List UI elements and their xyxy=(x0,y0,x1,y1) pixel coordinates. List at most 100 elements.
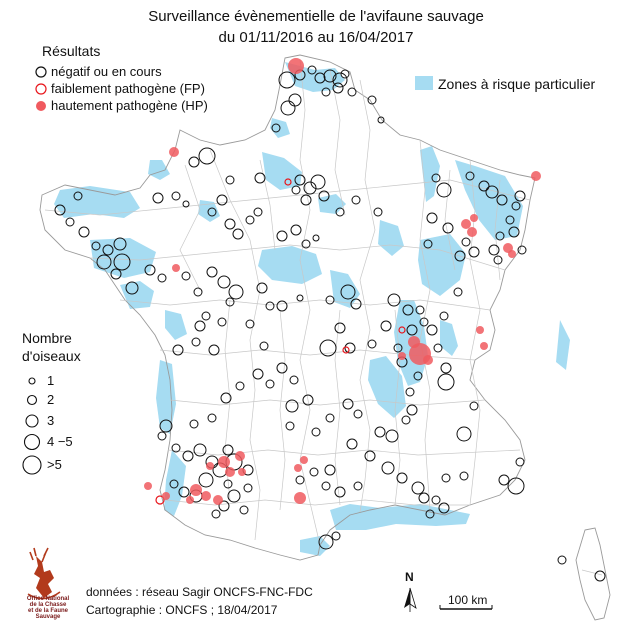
negative-marker xyxy=(295,475,305,485)
negative-marker xyxy=(426,324,438,336)
negative-marker xyxy=(353,481,363,491)
negative-marker xyxy=(335,207,345,217)
negative-marker xyxy=(374,426,386,438)
hp-marker xyxy=(186,496,194,504)
negative-marker xyxy=(436,182,452,198)
logo-caption: Office National de la Chasse et de la Fa… xyxy=(18,596,78,620)
negative-marker xyxy=(235,381,245,391)
negative-marker xyxy=(508,226,520,238)
negative-marker xyxy=(207,413,217,423)
negative-marker xyxy=(418,492,430,504)
negative-marker xyxy=(331,531,341,541)
negative-marker xyxy=(594,570,606,582)
hp-marker xyxy=(225,467,235,477)
north-label: N xyxy=(405,570,414,584)
hp-marker xyxy=(423,355,433,365)
negative-marker xyxy=(367,339,377,349)
hp-marker xyxy=(238,468,246,476)
size-legend-heading-line1: Nombre xyxy=(22,330,72,346)
results-legend-heading: Résultats xyxy=(42,43,101,59)
negative-marker xyxy=(495,231,505,241)
negative-marker xyxy=(321,87,331,97)
negative-marker xyxy=(496,194,508,206)
data-source-text: données : réseau Sagir ONCFS-FNC-FDC xyxy=(86,585,313,599)
negative-marker xyxy=(310,174,326,190)
negative-marker xyxy=(228,284,244,300)
size-gt5-symbol xyxy=(22,455,42,475)
negative-marker xyxy=(206,266,218,278)
negative-marker xyxy=(303,181,317,195)
negative-marker xyxy=(307,65,317,75)
negative-marker xyxy=(224,218,236,230)
negative-marker xyxy=(488,244,500,256)
negative-marker xyxy=(198,472,214,488)
negative-marker xyxy=(171,191,181,201)
negative-marker xyxy=(318,190,330,202)
cartography-text: Cartographie : ONCFS ; 18/04/2017 xyxy=(86,603,278,617)
negative-marker xyxy=(423,239,433,249)
negative-marker xyxy=(288,93,302,107)
negative-marker xyxy=(191,337,201,347)
negative-marker xyxy=(157,431,167,441)
size-2-symbol xyxy=(26,394,38,406)
negative-marker xyxy=(207,207,217,217)
size-1-label: 1 xyxy=(47,373,55,388)
negative-marker xyxy=(290,224,302,236)
negative-marker xyxy=(222,444,234,456)
size-legend xyxy=(22,377,42,475)
negative-marker xyxy=(220,392,232,404)
negative-marker xyxy=(340,69,350,79)
negative-marker xyxy=(253,207,263,217)
negative-marker xyxy=(276,362,288,374)
legend-negative-symbol xyxy=(35,66,47,78)
negative-marker xyxy=(309,467,319,477)
negative-marker xyxy=(152,192,164,204)
negative-marker xyxy=(289,375,299,385)
map-title: Surveillance évènementielle de l'avifaun… xyxy=(148,8,484,25)
negative-marker xyxy=(278,71,296,89)
negative-marker xyxy=(342,398,354,410)
negative-marker xyxy=(324,464,336,476)
negative-marker xyxy=(102,244,114,256)
negative-marker xyxy=(319,339,337,357)
negative-marker xyxy=(194,320,206,332)
negative-marker xyxy=(332,82,344,94)
negative-marker xyxy=(415,305,425,315)
negative-marker xyxy=(144,264,156,276)
negative-marker xyxy=(478,180,490,192)
country-outline xyxy=(39,54,536,561)
hp-marker xyxy=(235,451,245,461)
negative-marker xyxy=(312,234,320,242)
negative-marker xyxy=(385,429,399,443)
risk-zones xyxy=(54,62,570,556)
negative-marker xyxy=(217,275,231,289)
legend-negative-label: négatif ou en cours xyxy=(51,64,162,79)
negative-marker xyxy=(232,228,244,240)
negative-marker xyxy=(227,489,241,503)
negative-marker xyxy=(96,254,112,270)
negative-marker xyxy=(459,471,469,481)
hp-marker xyxy=(480,342,488,350)
negative-marker xyxy=(381,461,395,475)
size-4-5-symbol xyxy=(23,433,41,451)
negative-marker xyxy=(353,409,363,419)
zone-legend-label: Zones à risque particulier xyxy=(438,76,596,92)
hp-marker xyxy=(461,219,471,229)
negative-marker xyxy=(256,282,268,294)
negative-marker xyxy=(454,250,466,262)
size-3-label: 3 xyxy=(47,413,55,428)
negative-marker xyxy=(125,281,139,295)
negative-marker xyxy=(157,273,167,283)
hp-marker xyxy=(470,214,478,222)
negative-marker xyxy=(300,194,312,206)
negative-marker xyxy=(456,426,472,442)
negative-marker xyxy=(406,404,418,416)
negative-marker xyxy=(493,255,503,265)
negative-marker xyxy=(172,344,184,356)
negative-marker xyxy=(405,387,415,397)
negative-marker xyxy=(517,245,527,255)
negative-marker xyxy=(189,419,199,429)
negative-marker xyxy=(396,472,408,484)
negative-marker xyxy=(431,173,441,183)
